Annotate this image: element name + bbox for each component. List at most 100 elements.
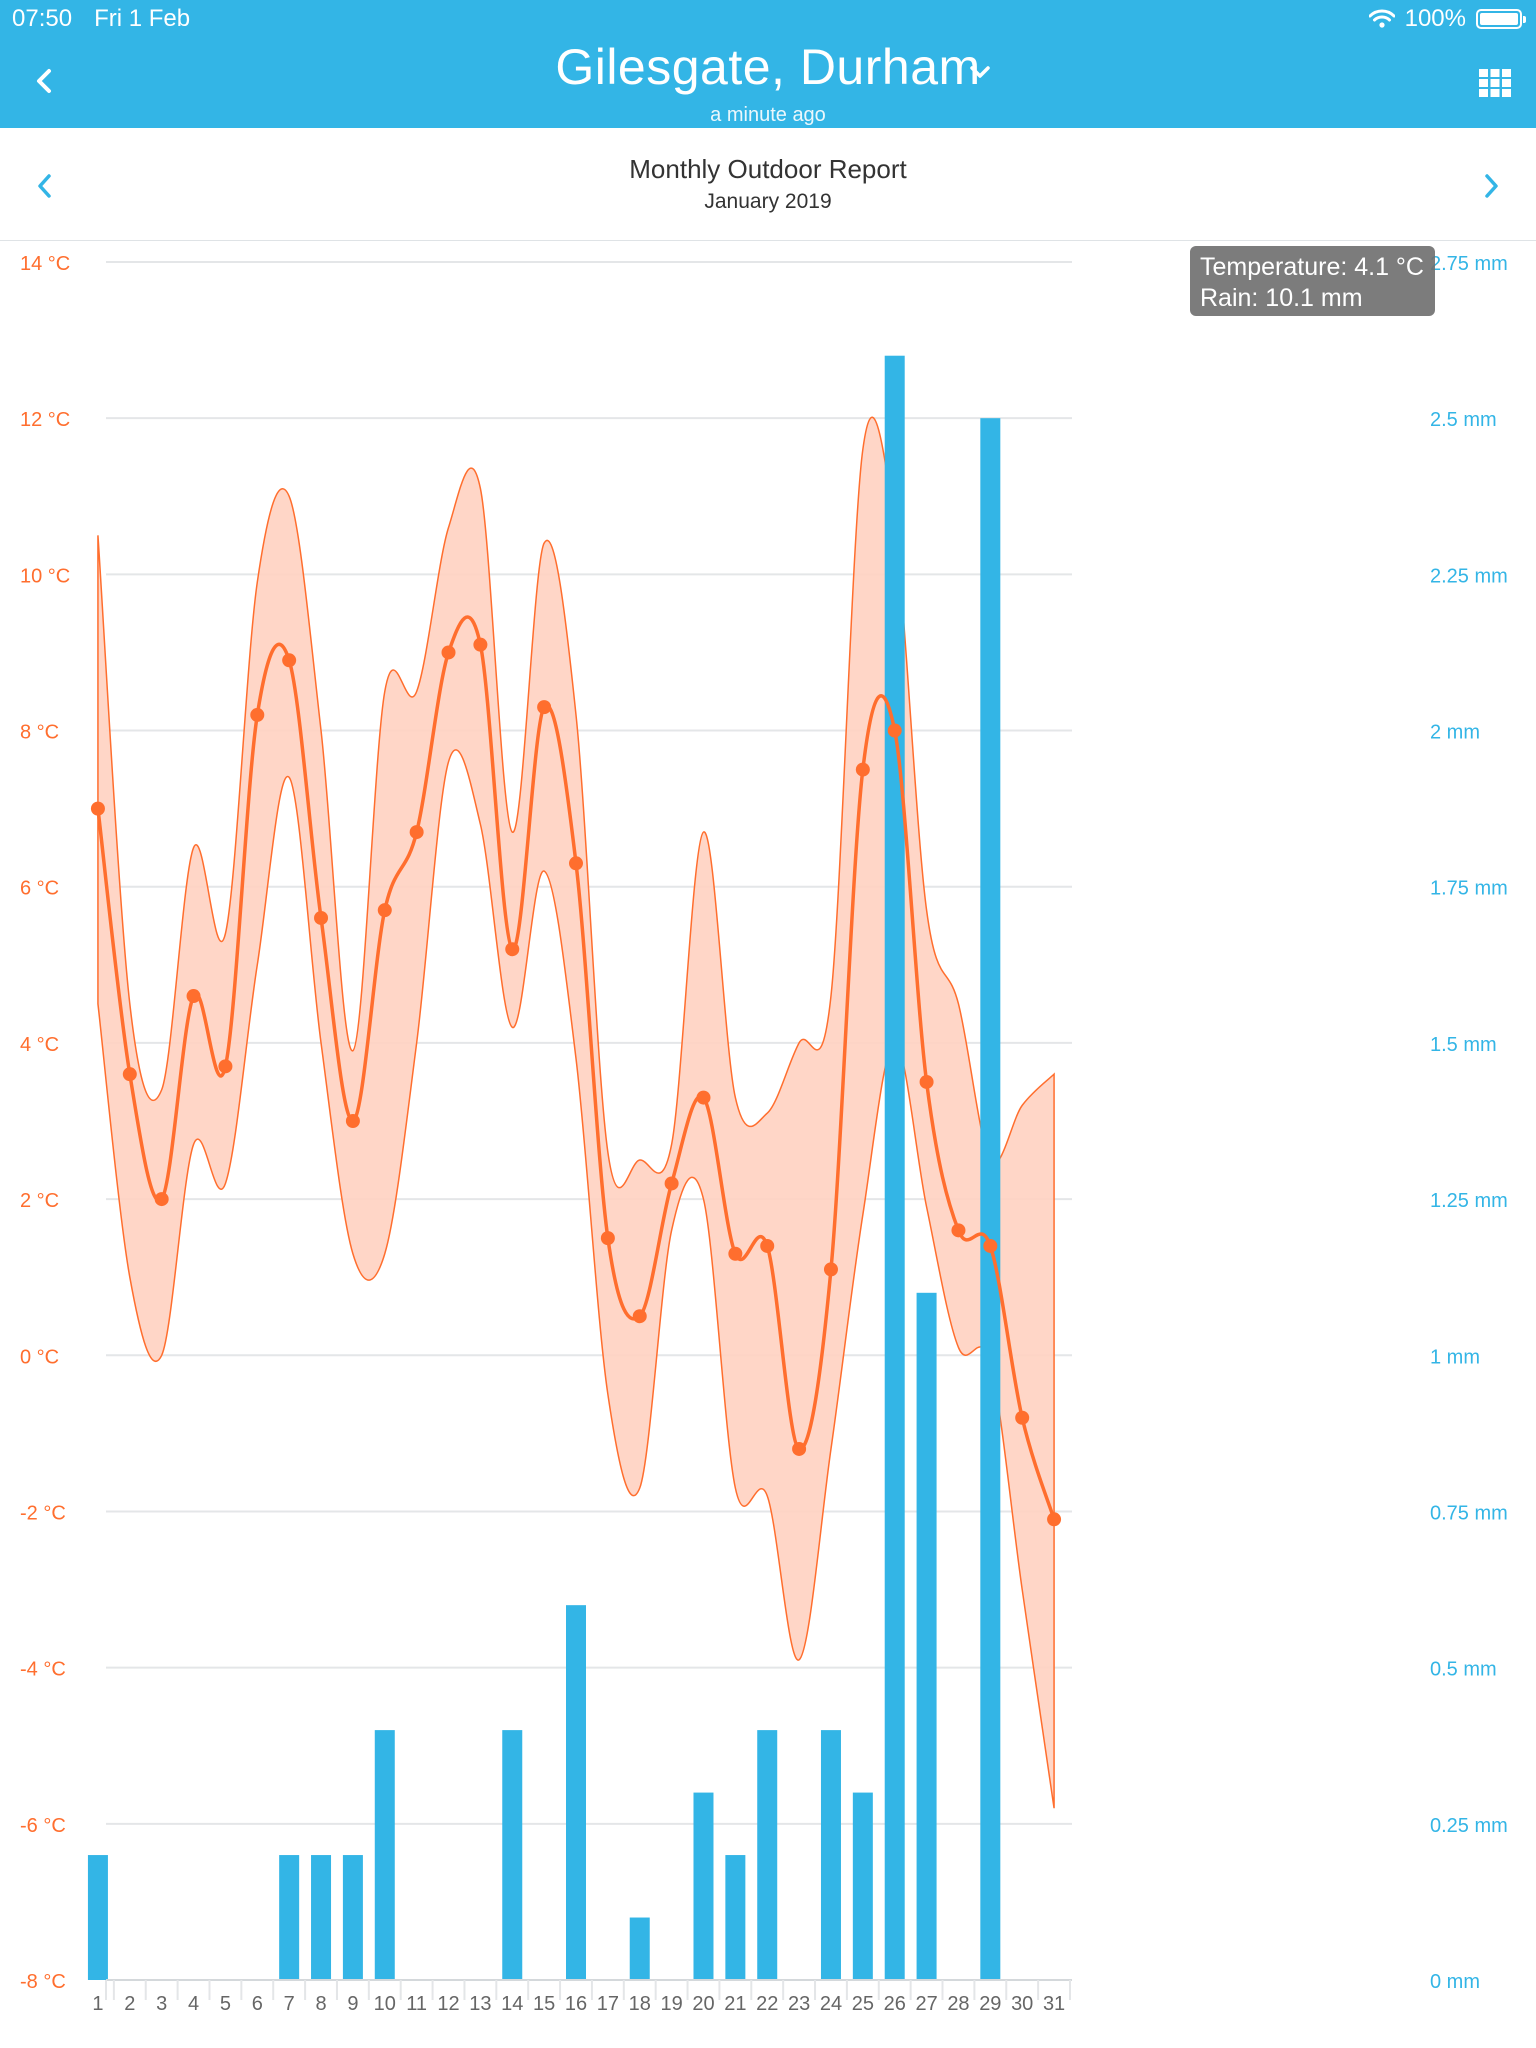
y-left-tick-label: -4 °C [20,1659,66,1681]
x-tick-label: 2 [124,1993,135,2015]
temperature-point[interactable] [1047,1512,1062,1527]
status-bar-right: 100% [1368,5,1526,33]
rain-bar[interactable] [311,1855,332,1980]
x-tick-label: 6 [252,1993,263,2015]
temperature-point[interactable] [186,989,201,1004]
x-tick-label: 13 [469,1993,491,2015]
y-left-tick-label: 8 °C [20,722,59,744]
temperature-point[interactable] [345,1114,360,1128]
temperature-point[interactable] [250,707,265,722]
x-tick-label: 12 [437,1993,459,2015]
y-right-tick-label: 0.5 mm [1430,1659,1497,1681]
temperature-point[interactable] [696,1090,711,1105]
temperature-point[interactable] [792,1441,807,1456]
rain-bar[interactable] [916,1292,937,1980]
x-tick-label: 25 [852,1993,874,2015]
x-tick-label: 19 [660,1993,682,2015]
y-right-tick-label: 2.75 mm [1430,253,1508,275]
status-date: Fri 1 Feb [94,5,191,32]
temperature-point[interactable] [760,1238,775,1253]
temperature-point[interactable] [314,910,329,925]
temperature-point[interactable] [728,1246,743,1261]
status-time: 07:50 [12,5,73,32]
temperature-point[interactable] [632,1309,647,1324]
rain-bar[interactable] [757,1730,778,1980]
rain-bar[interactable] [502,1730,523,1980]
temperature-point[interactable] [218,1059,233,1074]
x-tick-label: 18 [629,1993,651,2015]
rain-bar[interactable] [629,1917,650,1980]
temperature-point[interactable] [377,903,392,918]
temperature-point[interactable] [409,825,424,840]
rain-bar[interactable] [884,355,905,1980]
temperature-point[interactable] [569,856,583,871]
temperature-point[interactable] [473,637,488,652]
y-left-tick-label: -8 °C [20,1971,66,1993]
location-title[interactable]: Gilesgate, Durham [0,38,1536,96]
rain-bar[interactable] [852,1792,873,1980]
location-name[interactable]: Gilesgate, Durham [555,39,981,95]
y-left-tick-label: 10 °C [20,565,70,587]
temperature-line [96,615,1056,1520]
y-right-tick-label: 1.25 mm [1430,1190,1508,1212]
temperature-point[interactable] [887,723,902,738]
y-right-tick-label: 0 mm [1430,1971,1480,1993]
rain-bar[interactable] [693,1792,714,1980]
battery-percent: 100% [1404,5,1466,32]
rain-bar[interactable] [566,1605,586,1980]
y-left-tick-label: -2 °C [20,1502,66,1524]
x-tick-label: 8 [315,1993,326,2015]
y-right-tick-label: 1.75 mm [1430,878,1508,900]
temperature-point[interactable] [983,1238,998,1253]
y-left-tick-label: 0 °C [20,1346,59,1368]
x-tick-label: 15 [533,1993,555,2015]
y-left-tick-label: 6 °C [20,878,59,900]
y-right-tick-label: 2.25 mm [1430,565,1508,587]
y-right-tick-label: 1 mm [1430,1346,1480,1368]
back-chevron-icon[interactable] [30,66,60,96]
x-tick-label: 5 [220,1993,231,2015]
x-tick-label: 24 [820,1993,842,2015]
x-tick-label: 23 [788,1993,810,2015]
temperature-point[interactable] [1015,1410,1030,1425]
temperature-point[interactable] [600,1231,615,1246]
rain-bar[interactable] [87,1855,108,1980]
rain-bar[interactable] [374,1730,395,1980]
temperature-point[interactable] [664,1176,679,1191]
y-left-tick-label: 4 °C [20,1034,59,1056]
x-tick-label: 16 [565,1993,587,2015]
rain-bar[interactable] [980,418,1001,1980]
temperature-point[interactable] [441,645,456,660]
temperature-point[interactable] [855,762,870,777]
tooltip-rain: Rain: 10.1 mm [1200,284,1363,312]
temperature-point[interactable] [282,653,297,668]
report-title: Monthly Outdoor Report [629,154,907,184]
temperature-point[interactable] [505,942,520,957]
x-tick-label: 1 [92,1993,103,2015]
next-month-chevron-icon[interactable] [1476,168,1506,204]
grid-icon[interactable] [1478,68,1512,98]
wifi-icon [1368,9,1395,28]
battery-icon [1476,9,1526,29]
temperature-point[interactable] [90,801,105,816]
y-right-tick-label: 0.25 mm [1430,1815,1508,1837]
temperature-point[interactable] [154,1192,169,1207]
temperature-point[interactable] [823,1262,838,1277]
tooltip-temperature: Temperature: 4.1 °C [1200,253,1424,281]
chevron-down-icon[interactable] [968,60,992,84]
rain-bar[interactable] [820,1730,841,1980]
x-tick-label: 28 [947,1993,969,2015]
rain-bar[interactable] [725,1855,746,1980]
previous-month-chevron-icon[interactable] [30,168,60,204]
x-tick-label: 31 [1043,1993,1065,2015]
rain-bar[interactable] [342,1855,363,1980]
rain-bar[interactable] [279,1855,300,1980]
x-tick-label: 9 [347,1993,358,2015]
temperature-point[interactable] [951,1223,966,1238]
x-tick-label: 29 [979,1993,1001,2015]
temperature-point[interactable] [537,700,552,715]
y-left-tick-label: 14 °C [20,253,70,275]
temperature-point[interactable] [122,1067,137,1082]
temperature-point[interactable] [919,1074,934,1089]
